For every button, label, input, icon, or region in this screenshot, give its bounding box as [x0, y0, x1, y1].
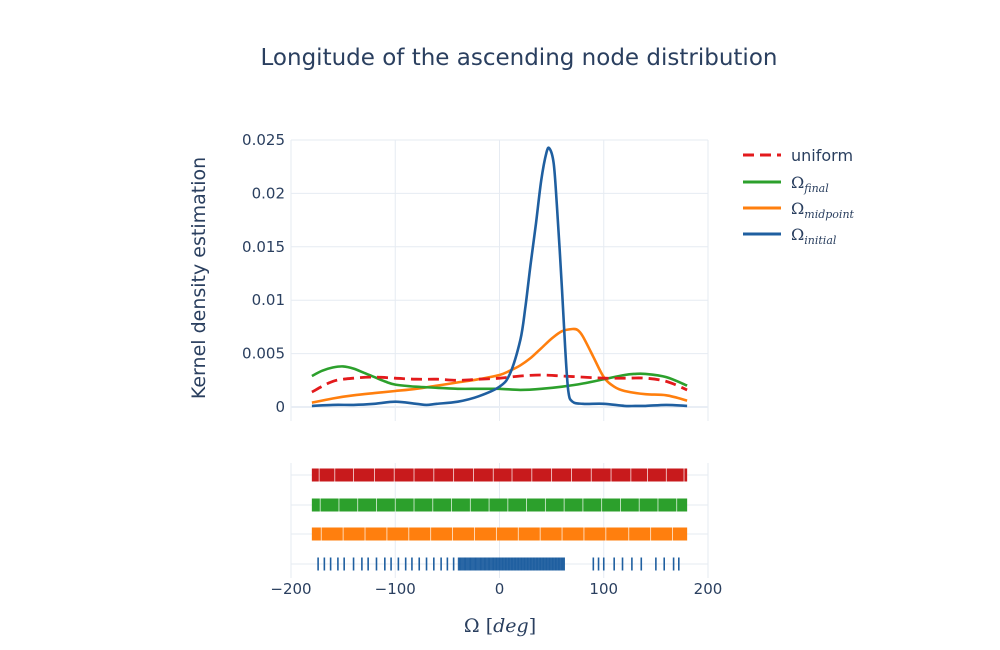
x-axis-label-open: [ [480, 615, 493, 637]
legend[interactable]: uniform Ωfinal Ωmidpoint Ωinitial [743, 146, 855, 247]
x-tick-label: 200 [694, 580, 723, 598]
legend-item-midpoint[interactable]: Ωmidpoint [743, 199, 855, 221]
x-axis-label-unit: deg [493, 615, 529, 637]
y-tick-label: 0.02 [252, 184, 285, 202]
legend-sub-final: final [803, 182, 829, 195]
density-grid [290, 139, 709, 421]
x-tick-label: −200 [270, 580, 311, 598]
legend-sub-initial: initial [804, 234, 837, 247]
y-tick-label: 0.005 [242, 345, 285, 363]
y-tick-label: 0.025 [242, 131, 285, 149]
x-axis-ticks: −200 −100 0 100 200 [270, 580, 722, 598]
legend-item-initial[interactable]: Ωinitial [743, 225, 837, 247]
legend-label-final: Ωfinal [791, 173, 829, 195]
density-panel: 0 0.005 0.01 0.015 0.02 0.025 [242, 131, 709, 421]
legend-name-uniform: uniform [791, 146, 853, 165]
rug-marks [311, 468, 688, 571]
legend-name-initial: Ω [791, 225, 804, 244]
density-lines [311, 146, 688, 408]
series-line-uniform [311, 373, 688, 394]
x-axis-label: Ω [deg] [464, 615, 536, 637]
series-line-midpoint [311, 327, 688, 404]
rug-band-initial-core [457, 557, 565, 571]
x-axis-label-symbol: Ω [464, 615, 480, 637]
rug-band-uniform [311, 468, 688, 482]
y-tick-label: 0.015 [242, 238, 285, 256]
chart-title: Longitude of the ascending node distribu… [261, 45, 778, 71]
x-tick-label: −100 [375, 580, 416, 598]
legend-item-uniform[interactable]: uniform [743, 146, 853, 165]
legend-name-midpoint: Ω [791, 199, 804, 218]
legend-item-final[interactable]: Ωfinal [743, 173, 829, 195]
legend-label-initial: Ωinitial [791, 225, 837, 247]
rug-panel: −200 −100 0 100 200 [270, 463, 722, 598]
legend-label-midpoint: Ωmidpoint [791, 199, 855, 221]
y-axis-label: Kernel density estimation [188, 157, 210, 399]
x-tick-label: 100 [589, 580, 618, 598]
rug-band-midpoint [311, 527, 688, 541]
legend-label-uniform: uniform [791, 146, 853, 165]
x-axis-label-close: ] [529, 615, 536, 637]
x-tick-label: 0 [495, 580, 505, 598]
y-tick-label: 0 [275, 398, 285, 416]
rug-band-final [311, 498, 688, 512]
y-axis-ticks: 0 0.005 0.01 0.015 0.02 0.025 [242, 131, 285, 416]
legend-name-final: Ω [791, 173, 804, 192]
series-line-final [311, 365, 688, 392]
legend-sub-midpoint: midpoint [804, 208, 854, 221]
series-line-initial [311, 146, 688, 408]
y-tick-label: 0.01 [252, 291, 285, 309]
